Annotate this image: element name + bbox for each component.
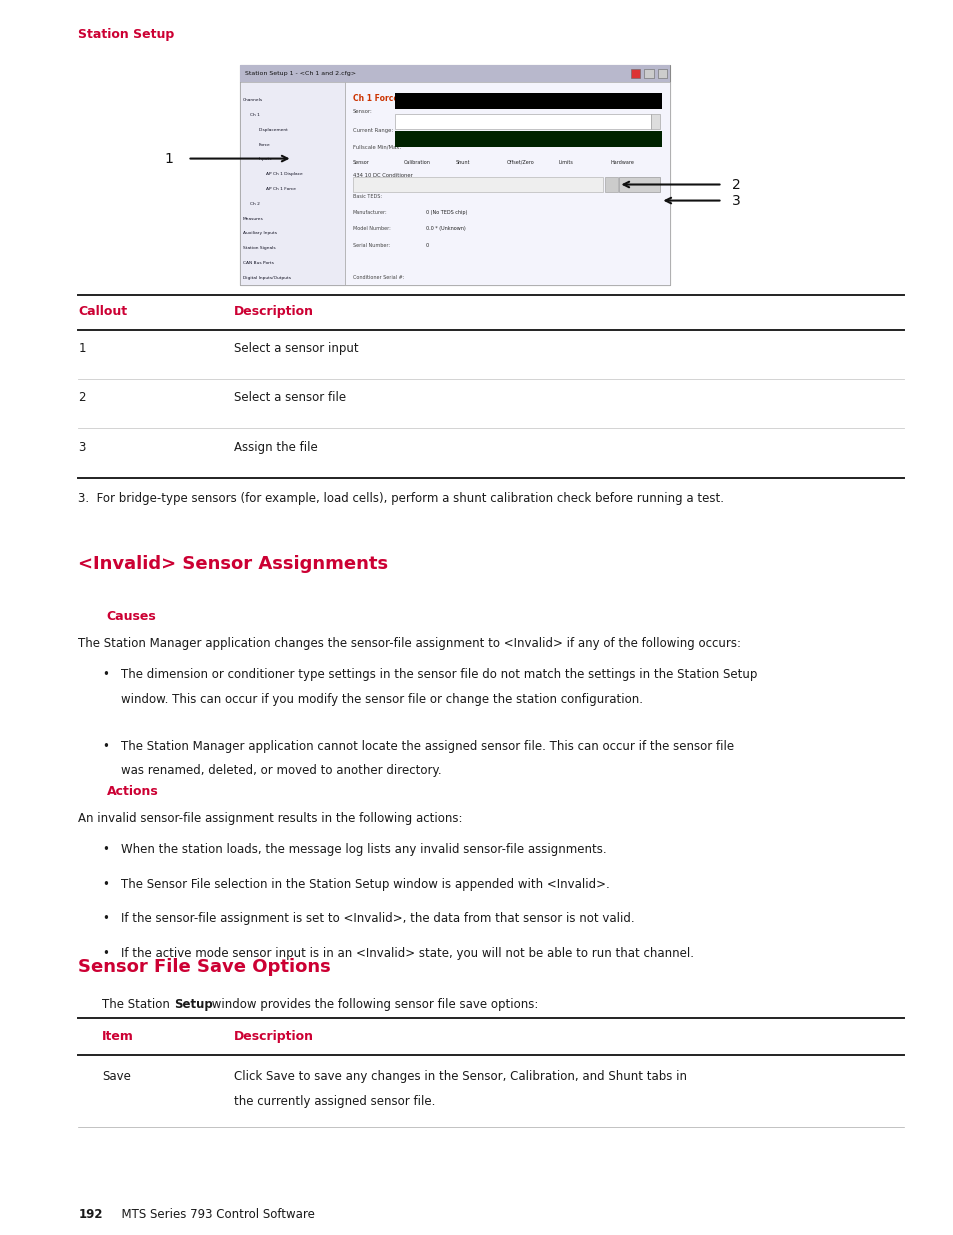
Text: Station Setup: Station Setup — [78, 28, 174, 41]
Text: Setup: Setup — [173, 998, 213, 1011]
Text: •: • — [102, 878, 109, 890]
Text: Auxiliary Inputs: Auxiliary Inputs — [243, 231, 276, 236]
Text: If the active mode sensor input is in an <Invalid> state, you will not be able t: If the active mode sensor input is in an… — [121, 947, 694, 960]
Text: Station Setup 1 - <Ch 1 and 2.cfg>: Station Setup 1 - <Ch 1 and 2.cfg> — [245, 70, 355, 77]
Text: Select a sensor file: Select a sensor file — [233, 391, 346, 404]
Text: Select a sensor input: Select a sensor input — [233, 342, 358, 354]
Text: Station Signals: Station Signals — [243, 246, 275, 251]
FancyBboxPatch shape — [395, 114, 650, 128]
Text: Channels: Channels — [243, 98, 263, 103]
Text: Description: Description — [233, 1030, 314, 1044]
Text: •: • — [102, 947, 109, 960]
Text: Serial Number:: Serial Number: — [353, 242, 389, 247]
Text: window. This can occur if you modify the sensor file or change the station confi: window. This can occur if you modify the… — [121, 693, 642, 705]
Text: Basic TEDS:: Basic TEDS: — [353, 194, 381, 199]
FancyBboxPatch shape — [345, 82, 669, 285]
Text: CAN Bus Ports: CAN Bus Ports — [243, 261, 274, 266]
FancyBboxPatch shape — [618, 177, 659, 191]
Text: 3: 3 — [732, 194, 740, 207]
Text: 434 10 DC Conditioner: 434 10 DC Conditioner — [353, 173, 412, 178]
FancyBboxPatch shape — [657, 69, 666, 78]
Text: 3: 3 — [78, 441, 86, 453]
Text: 192: 192 — [78, 1208, 103, 1221]
Text: Ch 1: Ch 1 — [251, 112, 260, 117]
Text: Click Save to save any changes in the Sensor, Calibration, and Shunt tabs in: Click Save to save any changes in the Se… — [233, 1070, 686, 1083]
Text: Range 1: Range 1 — [397, 120, 418, 125]
Text: 0 (No TEDS chip): 0 (No TEDS chip) — [426, 210, 467, 215]
FancyBboxPatch shape — [604, 177, 618, 191]
Text: window provides the following sensor file save options:: window provides the following sensor fil… — [208, 998, 537, 1011]
Text: <Parameter Set>: <Parameter Set> — [397, 100, 446, 105]
Text: Sensor: Sensor — [353, 159, 369, 164]
Text: •: • — [102, 740, 109, 752]
Text: The Station Manager application cannot locate the assigned sensor file. This can: The Station Manager application cannot l… — [121, 740, 734, 752]
Text: Model Number:: Model Number: — [353, 226, 390, 231]
Text: was renamed, deleted, or moved to another directory.: was renamed, deleted, or moved to anothe… — [121, 764, 441, 777]
Text: Limits: Limits — [558, 159, 573, 164]
FancyBboxPatch shape — [650, 114, 659, 128]
Text: UNIT: UNIT — [593, 137, 604, 142]
Text: 5000.0: 5000.0 — [517, 137, 535, 142]
Text: Ch 2: Ch 2 — [251, 201, 260, 206]
Text: Callout: Callout — [78, 305, 127, 317]
Text: 2: 2 — [732, 178, 740, 191]
Text: Item: Item — [102, 1030, 133, 1044]
FancyBboxPatch shape — [395, 131, 661, 147]
Text: Hardware: Hardware — [610, 159, 634, 164]
Text: The Station: The Station — [102, 998, 173, 1011]
FancyBboxPatch shape — [353, 177, 602, 191]
Text: Current Range:: Current Range: — [353, 127, 393, 132]
Text: MTS Series 793 Control Software: MTS Series 793 Control Software — [113, 1208, 314, 1221]
Text: Sensor:: Sensor: — [353, 109, 372, 114]
Text: Save: Save — [102, 1070, 131, 1083]
Text: Measures: Measures — [243, 216, 263, 221]
Text: •: • — [102, 844, 109, 856]
Text: 0.0 * (Unknown): 0.0 * (Unknown) — [426, 226, 465, 231]
Text: The dimension or conditioner type settings in the sensor file do not match the s: The dimension or conditioner type settin… — [121, 668, 757, 680]
Text: 1: 1 — [78, 342, 86, 354]
FancyBboxPatch shape — [240, 82, 345, 285]
Text: An invalid sensor-file assignment results in the following actions:: An invalid sensor-file assignment result… — [78, 811, 462, 825]
Text: Sensor File Save Options: Sensor File Save Options — [78, 958, 331, 976]
Text: The Station Manager application changes the sensor-file assignment to <Invalid> : The Station Manager application changes … — [78, 637, 740, 650]
Text: Conditioner Serial #:: Conditioner Serial #: — [353, 274, 403, 279]
Text: •: • — [102, 668, 109, 680]
Text: Assign the file: Assign the file — [233, 441, 317, 453]
Text: Fullscale Min/Max:: Fullscale Min/Max: — [353, 144, 400, 149]
Text: Digital Inputs/Outputs: Digital Inputs/Outputs — [243, 275, 291, 280]
Text: If the sensor-file assignment is set to <Invalid>, the data from that sensor is : If the sensor-file assignment is set to … — [121, 913, 634, 925]
Text: 2: 2 — [78, 391, 86, 404]
Text: When the station loads, the message log lists any invalid sensor-file assignment: When the station loads, the message log … — [121, 844, 606, 856]
Text: •: • — [102, 913, 109, 925]
Text: 1: 1 — [164, 152, 172, 165]
Text: Calibration: Calibration — [404, 159, 431, 164]
Text: 0: 0 — [426, 242, 429, 247]
Text: Displacement: Displacement — [258, 127, 288, 132]
FancyBboxPatch shape — [395, 93, 661, 109]
Text: Manufacturer:: Manufacturer: — [353, 210, 387, 215]
Text: AP Ch 1 Force: AP Ch 1 Force — [266, 186, 295, 191]
FancyBboxPatch shape — [240, 65, 669, 82]
FancyBboxPatch shape — [240, 65, 669, 285]
Text: AP Ch 1 Displace: AP Ch 1 Displace — [266, 172, 302, 177]
Text: <Parameter Set>: <Parameter Set> — [356, 183, 399, 188]
Text: Shunt: Shunt — [456, 159, 470, 164]
Text: Force: Force — [258, 142, 270, 147]
Text: Ch 1 Force: Ch 1 Force — [353, 94, 397, 104]
Text: 3.  For bridge-type sensors (for example, load cells), perform a shunt calibrati: 3. For bridge-type sensors (for example,… — [78, 492, 723, 505]
Text: the currently assigned sensor file.: the currently assigned sensor file. — [233, 1094, 435, 1108]
Text: Description: Description — [233, 305, 314, 317]
Text: <Invalid> Sensor Assignments: <Invalid> Sensor Assignments — [78, 555, 388, 573]
FancyBboxPatch shape — [630, 69, 639, 78]
Text: Actions: Actions — [107, 785, 158, 798]
FancyBboxPatch shape — [643, 69, 653, 78]
Text: Inputs: Inputs — [258, 157, 272, 162]
Text: Assign: Assign — [631, 182, 647, 186]
Text: -5000.0: -5000.0 — [421, 137, 441, 142]
Text: Offset/Zero: Offset/Zero — [507, 159, 535, 164]
Text: Causes: Causes — [107, 610, 156, 622]
Text: The Sensor File selection in the Station Setup window is appended with <Invalid>: The Sensor File selection in the Station… — [121, 878, 609, 890]
